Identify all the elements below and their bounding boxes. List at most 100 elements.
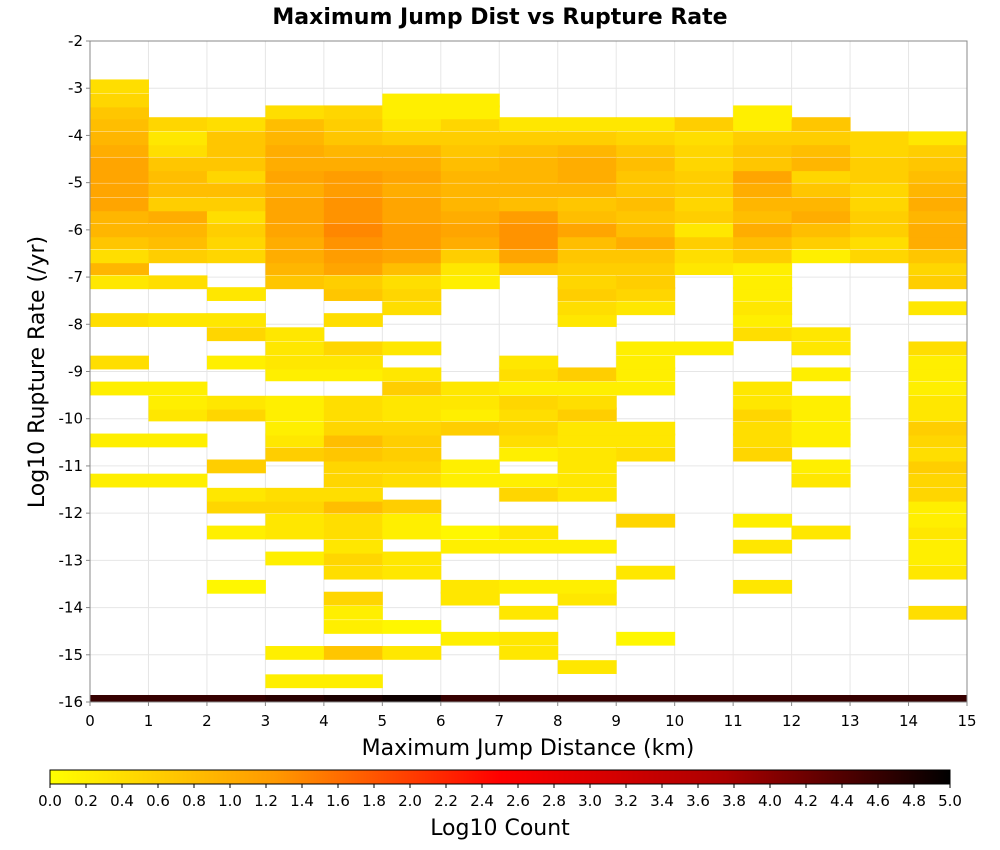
heatmap-cell: [733, 143, 793, 157]
heatmap-cell: [557, 459, 617, 474]
heatmap-cell: [733, 447, 793, 462]
colorbar-tick-label: 0.8: [182, 792, 206, 810]
heatmap-cell: [440, 183, 500, 198]
heatmap-cell: [265, 169, 325, 183]
heatmap-cell: [265, 433, 325, 448]
y-tick-label: -6: [68, 221, 83, 239]
heatmap-cell: [499, 525, 559, 540]
heatmap-cell: [791, 223, 851, 238]
heatmap-cell: [557, 421, 617, 436]
y-tick-label: -13: [59, 551, 84, 569]
heatmap-cell: [908, 513, 968, 528]
heatmap-cell: [206, 117, 266, 132]
heatmap-cell: [148, 395, 208, 410]
heatmap-cell: [323, 235, 383, 250]
heatmap-cell: [265, 223, 325, 238]
heatmap-cell: [499, 646, 559, 660]
heatmap-cell: [323, 539, 383, 554]
heatmap-cell: [499, 447, 559, 462]
heatmap-cell: [206, 459, 266, 474]
heatmap-cell: [616, 447, 676, 462]
heatmap-cell: [674, 249, 734, 264]
y-tick-label: -7: [68, 268, 83, 286]
heatmap-cell: [323, 287, 383, 301]
colorbar-tick-label: 4.8: [902, 792, 926, 810]
heatmap-cell: [440, 117, 500, 132]
heatmap-cell: [382, 459, 442, 474]
colorbar-tick-label: 5.0: [938, 792, 962, 810]
colorbar-tick-label: 3.8: [722, 792, 746, 810]
heatmap-cell: [265, 395, 325, 410]
heatmap-cell: [908, 261, 968, 276]
heatmap-cell: [90, 313, 149, 327]
heatmap-cell: [90, 169, 149, 183]
heatmap-cell: [90, 249, 149, 264]
y-axis-label: Log10 Rupture Rate (/yr): [25, 236, 50, 508]
heatmap-cell: [616, 367, 676, 382]
colorbar-tick-label: 2.2: [434, 792, 458, 810]
heatmap-cell: [323, 105, 383, 120]
heatmap-cell: [206, 223, 266, 238]
heatmap-cell: [791, 421, 851, 436]
heatmap-cell: [850, 143, 910, 157]
heatmap-cell: [557, 539, 617, 554]
heatmap-cell: [148, 235, 208, 250]
heatmap-cell: [382, 646, 442, 660]
heatmap-cell: [382, 131, 442, 146]
heatmap-cell: [382, 209, 442, 224]
heatmap-cell: [908, 341, 968, 356]
heatmap-cell: [791, 157, 851, 172]
heatmap-cell: [674, 169, 734, 183]
x-tick-label: 11: [724, 712, 743, 730]
heatmap-cell: [148, 433, 208, 448]
heatmap-cell: [557, 381, 617, 396]
heatmap-cell: [850, 695, 910, 703]
heatmap-cell: [265, 355, 325, 370]
heatmap-cell: [557, 660, 617, 674]
heatmap-cell: [90, 117, 149, 132]
heatmap-cell: [148, 473, 208, 488]
heatmap-cell: [440, 261, 500, 276]
heatmap-cell: [148, 313, 208, 327]
heatmap-cell: [557, 433, 617, 448]
heatmap-cell: [382, 407, 442, 422]
heatmap-cell: [382, 183, 442, 198]
heatmap-cell: [733, 249, 793, 264]
heatmap-cell: [90, 143, 149, 157]
heatmap-cell: [557, 183, 617, 198]
heatmap-cell: [733, 579, 793, 594]
heatmap-cell: [850, 209, 910, 224]
heatmap-cell: [499, 407, 559, 422]
heatmap-cell: [90, 79, 149, 94]
heatmap-cell: [499, 421, 559, 436]
heatmap-cell: [323, 620, 383, 634]
heatmap-cell: [90, 261, 149, 276]
heatmap-cell: [440, 223, 500, 238]
y-tick-label: -5: [68, 174, 83, 192]
heatmap-cell: [791, 341, 851, 356]
heatmap-cell: [733, 433, 793, 448]
heatmap-cell: [440, 105, 500, 120]
heatmap-cell: [440, 631, 500, 646]
heatmap-cell: [733, 287, 793, 301]
heatmap-cell: [265, 235, 325, 250]
heatmap-cell: [90, 183, 149, 198]
heatmap-cell: [206, 169, 266, 183]
heatmap-cell: [382, 513, 442, 528]
heatmap-cell: [440, 407, 500, 422]
heatmap-cell: [382, 169, 442, 183]
heatmap-cell: [733, 395, 793, 410]
x-tick-label: 15: [957, 712, 976, 730]
heatmap-cell: [791, 197, 851, 212]
heatmap-cell: [791, 143, 851, 157]
heatmap-cell: [265, 131, 325, 146]
heatmap-cell: [382, 341, 442, 356]
heatmap-cell: [557, 473, 617, 488]
colorbar-tick-label: 0.4: [110, 792, 134, 810]
heatmap-cell: [265, 407, 325, 422]
heatmap-cell: [557, 367, 617, 382]
heatmap-cell: [733, 539, 793, 554]
heatmap-cell: [557, 169, 617, 183]
heatmap-cell: [382, 235, 442, 250]
